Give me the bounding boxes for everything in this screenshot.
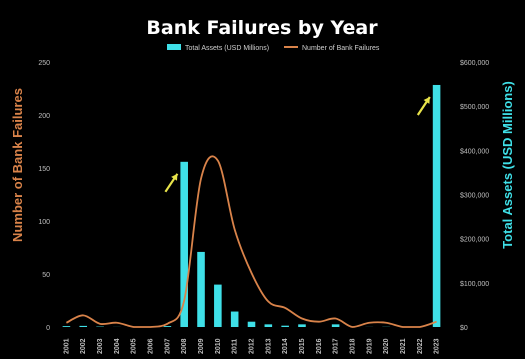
annotation-arrows bbox=[164, 96, 431, 193]
left-tick-label: 0 bbox=[46, 325, 50, 332]
annotation-arrow bbox=[416, 96, 431, 116]
left-axis-ticks: 0 50 100 150 200 250 bbox=[38, 60, 50, 332]
asset-bar bbox=[264, 324, 273, 327]
left-tick-label: 250 bbox=[38, 60, 50, 67]
asset-bar bbox=[79, 325, 88, 327]
left-tick-label: 150 bbox=[38, 166, 50, 173]
x-tick-label: 2006 bbox=[148, 338, 155, 354]
x-tick-label: 2012 bbox=[249, 338, 256, 354]
x-tick-label: 2007 bbox=[164, 338, 171, 354]
left-tick-label: 100 bbox=[38, 219, 50, 226]
asset-bar bbox=[281, 325, 289, 327]
x-tick-label: 2010 bbox=[215, 338, 222, 354]
asset-bars bbox=[62, 84, 441, 327]
legend-label-failures: Number of Bank Failures bbox=[302, 45, 380, 52]
x-tick-label: 2001 bbox=[63, 338, 70, 354]
annotation-arrow bbox=[164, 173, 179, 193]
x-tick-label: 2002 bbox=[80, 338, 87, 354]
x-tick-label: 2018 bbox=[349, 338, 356, 354]
x-tick-label: 2011 bbox=[232, 339, 239, 354]
failures-line bbox=[66, 155, 437, 328]
legend: Total Assets (USD Millions) Number of Ba… bbox=[167, 44, 380, 52]
x-tick-label: 2019 bbox=[366, 338, 373, 354]
chart-title: Bank Failures by Year bbox=[146, 17, 378, 39]
x-tick-label: 2003 bbox=[97, 338, 104, 354]
right-tick-label: $0 bbox=[460, 325, 468, 332]
right-tick-label: $400,000 bbox=[460, 148, 489, 155]
right-tick-label: $200,000 bbox=[460, 237, 489, 244]
right-axis-ticks: $0 $100,000 $200,000 $300,000 $400,000 $500,0… bbox=[460, 60, 489, 332]
x-tick-label: 2020 bbox=[383, 338, 390, 354]
y-axis-right-label: Total Assets (USD Millions) bbox=[500, 81, 515, 249]
right-tick-label: $100,000 bbox=[460, 281, 489, 288]
right-tick-label: $500,000 bbox=[460, 104, 489, 111]
x-tick-label: 2005 bbox=[131, 338, 138, 354]
asset-bar bbox=[214, 284, 222, 327]
x-tick-label: 2013 bbox=[265, 338, 272, 354]
x-axis-ticks: 2001 2002 2003 2004 2005 2006 2007 2008 2009 2010… bbox=[63, 338, 440, 354]
legend-label-assets: Total Assets (USD Millions) bbox=[185, 45, 269, 52]
x-tick-label: 2021 bbox=[400, 338, 407, 354]
asset-bar bbox=[298, 324, 306, 327]
x-tick-label: 2008 bbox=[181, 338, 188, 354]
x-tick-label: 2004 bbox=[114, 338, 121, 354]
asset-bar bbox=[230, 311, 239, 327]
asset-bar bbox=[163, 326, 172, 327]
x-tick-label: 2023 bbox=[434, 338, 441, 354]
asset-bar bbox=[432, 84, 441, 327]
x-tick-label: 2016 bbox=[316, 338, 323, 354]
right-tick-label: $300,000 bbox=[460, 193, 489, 200]
left-tick-label: 50 bbox=[42, 272, 50, 279]
x-tick-label: 2009 bbox=[198, 338, 205, 354]
asset-bar bbox=[331, 324, 340, 327]
asset-bar bbox=[247, 321, 256, 327]
y-axis-left-label: Number of Bank Failures bbox=[10, 88, 25, 242]
x-tick-label: 2022 bbox=[417, 338, 424, 354]
legend-swatch-assets bbox=[167, 44, 181, 50]
x-tick-label: 2017 bbox=[333, 338, 340, 354]
failures-line-layer bbox=[66, 155, 437, 328]
asset-bar bbox=[197, 251, 205, 327]
left-tick-label: 200 bbox=[38, 113, 50, 120]
x-tick-label: 2014 bbox=[282, 338, 289, 354]
x-tick-label: 2015 bbox=[299, 338, 306, 354]
asset-bar bbox=[180, 161, 188, 327]
asset-bar bbox=[62, 326, 71, 327]
right-tick-label: $600,000 bbox=[460, 60, 489, 67]
